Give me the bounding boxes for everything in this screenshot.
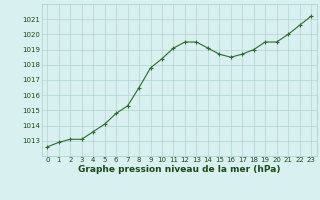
X-axis label: Graphe pression niveau de la mer (hPa): Graphe pression niveau de la mer (hPa): [78, 165, 280, 174]
